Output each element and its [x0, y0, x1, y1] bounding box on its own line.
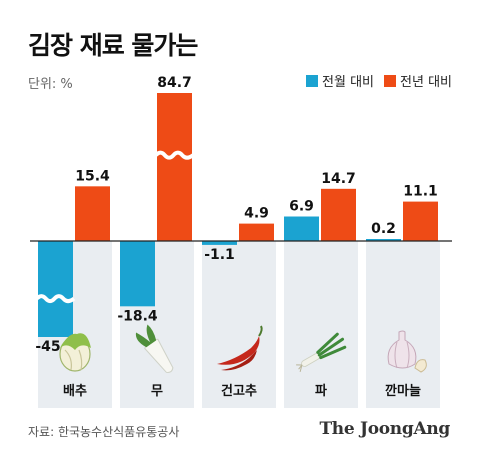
category-label-2: 건고추 [221, 383, 257, 399]
bar-0-1 [120, 241, 155, 307]
legend-label-yoy: 전년 대비 [400, 75, 452, 90]
unit-label: 단위: % [28, 77, 73, 92]
green-onion-icon [296, 332, 347, 372]
legend: 전월 대비 전년 대비 [306, 71, 452, 90]
bar-1-4 [403, 201, 438, 241]
category-panel-3 [284, 241, 358, 408]
value-label-0-4: 0.2 [371, 221, 396, 237]
bar-0-4 [366, 239, 401, 241]
bar-1-0 [75, 186, 110, 241]
source-note: 자료: 한국농수산식품유통공사 [28, 425, 180, 439]
category-label-1: 무 [151, 384, 163, 399]
brand-logo: The JoongAng [319, 419, 450, 439]
legend-item-yoy: 전년 대비 [384, 71, 452, 90]
legend-swatch-mom [306, 74, 319, 87]
napa-cabbage-icon [59, 333, 91, 372]
category-panel-2 [202, 241, 276, 408]
category-label-0: 배추 [63, 383, 87, 399]
value-label-0-2: -1.1 [204, 247, 235, 263]
axis-break-0-0 [35, 294, 76, 304]
category-panel-4 [366, 241, 440, 408]
bar-0-2 [202, 241, 237, 245]
value-label-0-1: -18.4 [117, 308, 158, 324]
bar-1-3 [321, 188, 356, 241]
axis-break-1-1 [154, 150, 195, 160]
category-label-4: 깐마늘 [385, 383, 421, 399]
bar-0-0 [38, 241, 73, 337]
radish-icon [135, 324, 174, 373]
dried-pepper-icon [217, 325, 263, 371]
bar-1-1 [157, 93, 192, 241]
legend-item-mom: 전월 대비 [306, 71, 374, 90]
legend-label-mom: 전월 대비 [322, 75, 375, 90]
category-label-3: 파 [315, 384, 327, 399]
value-label-1-1: 84.7 [157, 75, 192, 91]
chart-title: 김장 재료 물가는 [28, 31, 198, 60]
value-label-0-3: 6.9 [289, 199, 314, 215]
legend-swatch-yoy [384, 74, 397, 87]
garlic-icon [387, 330, 427, 373]
bar-0-3 [284, 216, 319, 241]
value-label-1-4: 11.1 [403, 184, 438, 200]
value-label-1-3: 14.7 [321, 171, 356, 187]
value-label-1-2: 4.9 [244, 206, 269, 222]
value-label-1-0: 15.4 [75, 168, 110, 184]
bar-1-2 [239, 223, 274, 241]
